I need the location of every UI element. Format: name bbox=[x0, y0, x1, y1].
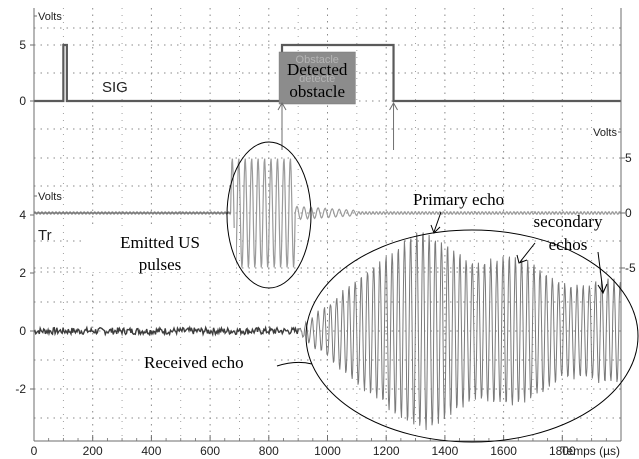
receiver-trace-label: Tr bbox=[38, 227, 52, 244]
panel-sig-tick-label: 0 bbox=[19, 94, 26, 108]
secondary-echo-arrowhead-1 bbox=[516, 254, 528, 264]
panel-receiver-tick-label: -2 bbox=[15, 382, 26, 396]
annotation-received-echo: Received echo bbox=[144, 353, 244, 372]
panel-receiver-tick-label: 4 bbox=[19, 208, 26, 222]
emitted-pulses-ellipse bbox=[226, 141, 312, 289]
secondary-echo-arrow-1 bbox=[519, 242, 536, 263]
annotation-received-bg bbox=[140, 350, 274, 374]
x-axis-label: Temps (µs) bbox=[560, 444, 620, 458]
x-tick-label: 800 bbox=[259, 444, 279, 458]
echo-region-ellipse bbox=[305, 229, 639, 443]
primary-echo-arrow bbox=[433, 211, 442, 233]
panel-receiver-tick-label: 0 bbox=[19, 324, 26, 338]
pulse-edge-arrowhead bbox=[389, 101, 398, 111]
x-tick-label: 1200 bbox=[373, 444, 400, 458]
x-tick-label: 1400 bbox=[432, 444, 459, 458]
annotation-secondary-line1: secondary bbox=[534, 212, 603, 231]
panel-sig-unit-label: Volts bbox=[38, 11, 62, 23]
annotation-secondary-line2: echos bbox=[549, 235, 588, 254]
receiver-echo-trace bbox=[297, 232, 622, 431]
panel-emitter-tick-label: 0 bbox=[625, 206, 632, 220]
obstacle-box-text-2: détecté bbox=[299, 73, 335, 85]
secondary-echo-arrowhead-2 bbox=[597, 283, 608, 295]
receiver-noise-trace bbox=[33, 325, 299, 338]
x-tick-label: 1800 bbox=[549, 444, 576, 458]
annotation-detected-obstacle-line1: Detected bbox=[287, 60, 348, 79]
annotation-emitted-bg bbox=[86, 228, 236, 272]
panel-receiver-tick-label: 2 bbox=[19, 266, 26, 280]
obstacle-box bbox=[278, 51, 356, 105]
emitter-trace bbox=[33, 158, 622, 268]
pulse-edge-arrowhead bbox=[277, 101, 287, 111]
x-tick-label: 1000 bbox=[314, 444, 341, 458]
panel-receiver-unit-label: Volts bbox=[38, 191, 62, 203]
obstacle-box-text-1: Obstacle bbox=[296, 54, 339, 66]
secondary-echo-arrow-2 bbox=[597, 251, 604, 293]
panel-sig-tick-label: 5 bbox=[19, 38, 26, 52]
annotations-layer: Detected obstacle Emitted US pulses Primary … bbox=[86, 60, 639, 443]
annotation-primary-echo: Primary echo bbox=[413, 190, 504, 209]
x-tick-label: 1600 bbox=[490, 444, 517, 458]
x-tick-label: 600 bbox=[200, 444, 220, 458]
x-tick-label: 200 bbox=[83, 444, 103, 458]
panel-emitter-tick-label: 5 bbox=[625, 151, 632, 165]
received-echo-leader bbox=[276, 361, 313, 367]
sig-trace bbox=[34, 43, 621, 103]
annotation-emitted-line1: Emitted US bbox=[120, 233, 200, 252]
panel-emitter-tick-label: -5 bbox=[625, 261, 636, 275]
x-tick-label: 0 bbox=[31, 444, 38, 458]
sig-trace-label: SIG bbox=[102, 79, 128, 96]
panel-emitter-unit-label: Volts bbox=[593, 127, 617, 139]
annotation-detected-obstacle-line2: obstacle bbox=[289, 82, 345, 101]
x-tick-label: 400 bbox=[141, 444, 161, 458]
traces-layer: SIG Obstacle détecté Tr bbox=[33, 43, 622, 431]
annotation-emitted-line2: pulses bbox=[139, 255, 182, 274]
